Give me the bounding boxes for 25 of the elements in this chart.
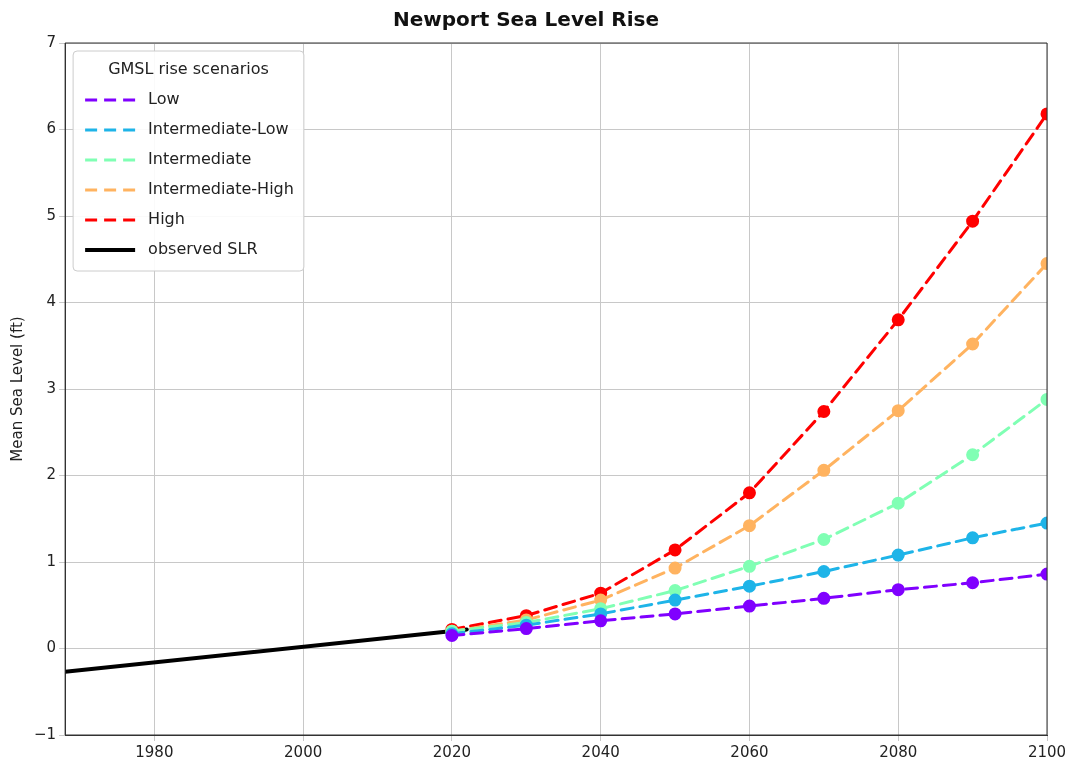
- y-axis-title: Mean Sea Level (ft): [7, 316, 26, 462]
- y-tick-label: 5: [46, 205, 57, 224]
- y-tick-label: 6: [46, 119, 57, 138]
- y-tick-label: 7: [46, 32, 57, 51]
- legend-label: High: [148, 209, 185, 229]
- y-tick-label: 1: [46, 551, 57, 570]
- legend-label: Intermediate: [148, 149, 252, 169]
- y-tick-label: 2: [46, 465, 57, 484]
- x-tick-label: 2040: [581, 742, 620, 761]
- legend-title: GMSL rise scenarios: [108, 59, 269, 79]
- x-tick-label: 2080: [879, 742, 918, 761]
- chart-title: Newport Sea Level Rise: [392, 7, 660, 32]
- x-tick-label: 2100: [1027, 742, 1067, 761]
- y-tick-label: 0: [46, 638, 57, 657]
- legend-label: observed SLR: [148, 239, 258, 259]
- y-tick-label: −1: [33, 724, 57, 743]
- x-tick-label: 1980: [135, 742, 174, 761]
- legend-label: Low: [148, 89, 180, 109]
- legend-label: Intermediate-Low: [148, 119, 289, 139]
- x-tick-label: 2020: [432, 742, 472, 761]
- legend-label: Intermediate-High: [148, 179, 294, 199]
- x-tick-label: 2000: [284, 742, 323, 761]
- x-tick-label: 2060: [730, 742, 769, 761]
- y-tick-label: 4: [46, 292, 57, 311]
- y-tick-label: 3: [46, 378, 57, 397]
